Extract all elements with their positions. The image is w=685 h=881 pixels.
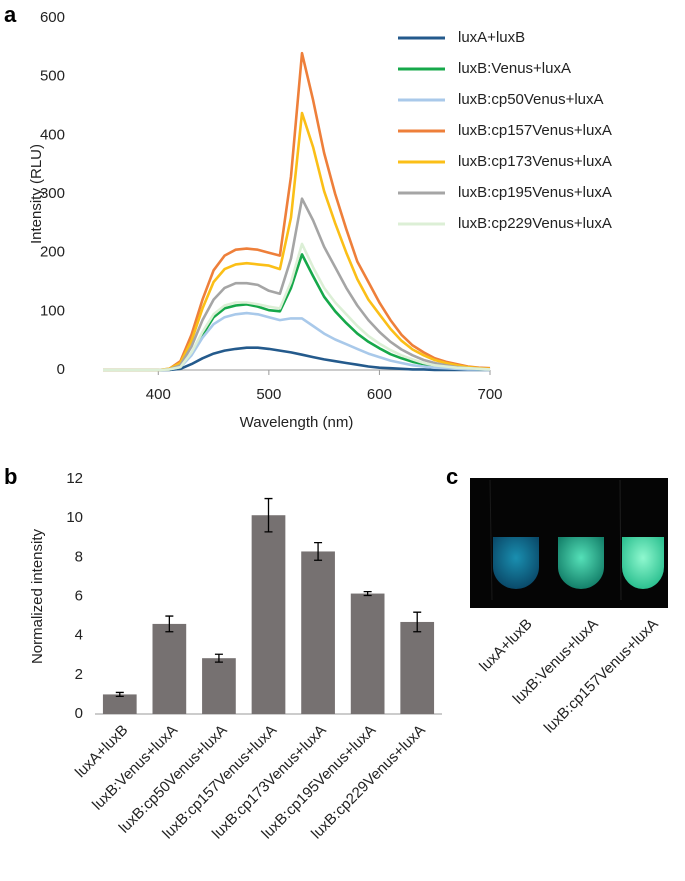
y-tick-label: 4: [75, 627, 83, 644]
tube: [622, 537, 664, 589]
panel-label: c: [446, 464, 458, 489]
legend-label: luxA+luxB: [458, 29, 525, 46]
legend-label: luxB:cp195Venus+luxA: [458, 184, 612, 201]
x-axis-label: Wavelength (nm): [240, 414, 354, 431]
y-tick-label: 10: [66, 509, 83, 526]
y-tick-label: 300: [40, 185, 65, 202]
y-axis-label: Normalized intensity: [29, 528, 46, 664]
y-tick-label: 400: [40, 126, 65, 143]
y-tick-label: 0: [57, 361, 65, 378]
photo-label: luxB:cp157Venus+luxA: [541, 616, 662, 737]
bar: [202, 658, 236, 714]
y-tick-label: 200: [40, 244, 65, 261]
bar: [400, 621, 435, 714]
y-tick-label: 2: [75, 666, 83, 683]
bar: [301, 551, 335, 714]
tube-wall: [619, 479, 622, 601]
x-tick-label: 500: [256, 386, 281, 403]
y-tick-label: 0: [75, 705, 83, 722]
bar: [350, 593, 385, 714]
panel-label: a: [4, 2, 17, 27]
y-tick-label: 600: [40, 9, 65, 26]
y-tick-label: 12: [66, 470, 83, 487]
x-tick-label: 400: [146, 386, 171, 403]
series-line: [103, 111, 491, 372]
tube-wall: [489, 479, 493, 601]
tube: [558, 537, 604, 589]
y-axis-label: Intensity (RLU): [28, 144, 45, 244]
error-bar: [214, 653, 223, 663]
bar: [152, 623, 187, 714]
photo: [470, 478, 668, 608]
y-tick-label: 8: [75, 548, 83, 565]
x-tick-label: 600: [367, 386, 392, 403]
legend-label: luxB:cp157Venus+luxA: [458, 122, 612, 139]
legend-label: luxB:cp229Venus+luxA: [458, 215, 612, 232]
y-tick-label: 100: [40, 302, 65, 319]
error-bar: [115, 691, 124, 698]
legend-label: luxB:Venus+luxA: [458, 60, 571, 77]
x-tick-label: 700: [477, 386, 502, 403]
series-line: [103, 242, 491, 372]
x-tick-label: luxB:Venus+luxA: [89, 722, 181, 814]
error-bar: [363, 590, 372, 597]
photo-label: luxA+luxB: [476, 616, 535, 675]
legend-label: luxB:cp173Venus+luxA: [458, 153, 612, 170]
error-bar: [413, 611, 422, 633]
y-tick-label: 500: [40, 68, 65, 85]
y-tick-label: 6: [75, 587, 83, 604]
error-bar: [314, 541, 323, 561]
tube: [493, 537, 539, 589]
legend-label: luxB:cp50Venus+luxA: [458, 91, 604, 108]
bar: [102, 694, 137, 714]
error-bar: [264, 497, 273, 533]
panel-label: b: [4, 464, 17, 489]
bar: [251, 515, 286, 714]
error-bar: [165, 615, 174, 633]
